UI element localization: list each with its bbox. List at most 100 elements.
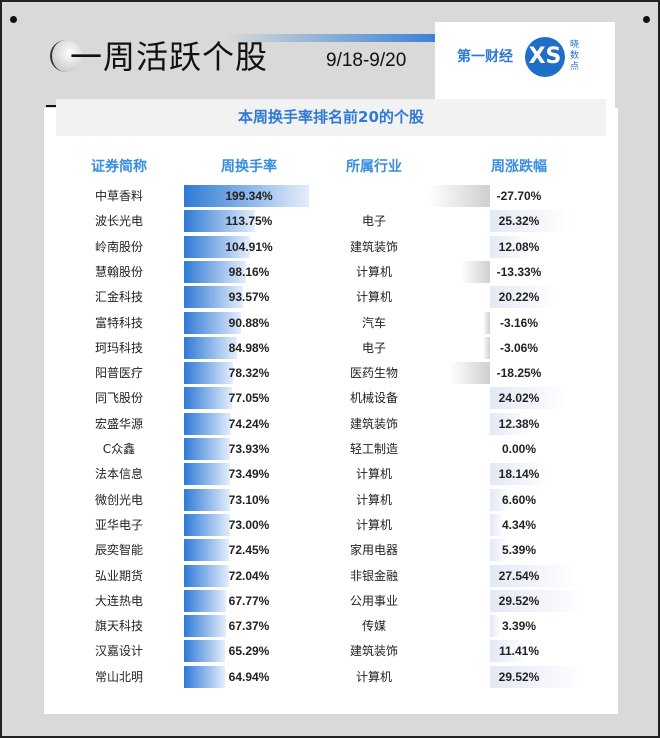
industry: 建筑装饰: [349, 416, 398, 431]
stock-name: 亚华电子: [94, 517, 143, 532]
turnover-bar: [184, 589, 227, 612]
change-bar: [449, 362, 490, 385]
stock-name: 汉嘉设计: [94, 644, 143, 659]
turnover-bar: [184, 463, 231, 486]
industry: 公用事业: [349, 593, 398, 608]
table-row: 辰奕智能 72.45% 家用电器 5.39%: [44, 538, 618, 562]
stock-name: 波长光电: [94, 214, 143, 229]
change-bar: [490, 488, 512, 511]
turnover-bar: [184, 387, 233, 410]
turnover-bar: [184, 438, 231, 460]
change-value: 27.54%: [498, 568, 540, 583]
turnover-value: 67.77%: [228, 593, 270, 608]
table-row: 岭南股份 104.91% 建筑装饰 12.08%: [44, 235, 618, 259]
industry: 轻工制造: [349, 442, 398, 456]
turnover-value: 64.94%: [228, 669, 270, 684]
change-bar: [483, 311, 490, 334]
table-row: 同飞股份 77.05% 机械设备 24.02%: [44, 386, 618, 410]
change-value: 20.22%: [498, 290, 540, 305]
turnover-bar: [184, 235, 250, 258]
turnover-bar: [184, 260, 246, 283]
turnover-value: 77.05%: [228, 391, 270, 406]
change-bar: [483, 336, 490, 359]
change-value: 24.02%: [498, 391, 540, 406]
stock-name: 阳普医疗: [94, 366, 143, 381]
change-value: 6.60%: [501, 492, 537, 507]
industry: 电子: [361, 340, 386, 355]
turnover-value: 72.45%: [228, 543, 270, 558]
corner-dot: [10, 16, 17, 23]
turnover-bar: [184, 640, 225, 663]
corner-dot: [643, 16, 650, 23]
table-row: 亚华电子 73.00% 计算机 4.34%: [44, 513, 618, 537]
industry: 计算机: [355, 264, 392, 279]
industry: 非银金融: [349, 568, 398, 583]
industry: 家用电器: [349, 543, 398, 558]
title-accent-bar: [226, 34, 452, 42]
turnover-value: 65.29%: [228, 644, 270, 659]
change-bar: [490, 286, 555, 309]
change-value: -18.25%: [496, 366, 542, 381]
logo: 第一财经 XS 晓数点: [435, 22, 615, 108]
stock-name: C众鑫: [102, 442, 136, 456]
table-row: 富特科技 90.88% 汽车 -3.16%: [44, 311, 618, 335]
change-bar: [490, 589, 585, 612]
industry: 计算机: [355, 492, 392, 507]
change-bar: [429, 185, 490, 207]
turnover-value: 73.00%: [228, 517, 270, 532]
column-header-change: 周涨跌幅: [491, 159, 547, 175]
change-bar: [490, 387, 567, 410]
turnover-bar: [184, 412, 231, 435]
turnover-value: 113.75%: [225, 214, 273, 229]
table-row: 中草香料 199.34% -27.70%: [44, 184, 618, 208]
industry: 计算机: [355, 290, 392, 305]
table-row: 旗天科技 67.37% 传媒 3.39%: [44, 614, 618, 638]
change-bar: [490, 210, 572, 233]
change-value: 11.41%: [498, 644, 540, 659]
turnover-bar: [184, 615, 227, 638]
turnover-value: 72.04%: [228, 568, 270, 583]
turnover-value: 78.32%: [228, 366, 270, 381]
change-bar: [490, 615, 501, 638]
industry: [319, 184, 429, 208]
logo-side-text: 晓数点: [570, 40, 580, 72]
change-value: 3.39%: [501, 619, 537, 634]
date-range: 9/18-9/20: [326, 50, 407, 71]
industry: 汽车: [361, 315, 386, 330]
stock-name: 同飞股份: [94, 391, 143, 406]
stock-name: 弘业期货: [94, 568, 143, 583]
stock-name: 法本信息: [94, 467, 143, 482]
turnover-bar: [184, 488, 230, 511]
column-header-turnover: 周换手率: [221, 159, 277, 175]
turnover-bar: [184, 336, 238, 359]
table-row: 慧翰股份 98.16% 计算机 -13.33%: [44, 260, 618, 284]
change-value: -13.33%: [496, 264, 542, 279]
table-row: 汇金科技 93.57% 计算机 20.22%: [44, 285, 618, 309]
change-value: -27.70%: [496, 189, 542, 203]
change-bar: [490, 640, 527, 663]
column-header-industry: 所属行业: [346, 159, 402, 175]
turnover-bar: [184, 539, 230, 562]
stock-name: 汇金科技: [94, 290, 143, 305]
table-row: 微创光电 73.10% 计算机 6.60%: [44, 488, 618, 512]
turnover-value: 73.93%: [228, 442, 270, 456]
table-row: 阳普医疗 78.32% 医药生物 -18.25%: [44, 361, 618, 385]
turnover-value: 90.88%: [228, 315, 270, 330]
change-value: -3.06%: [499, 340, 539, 355]
change-bar: [490, 564, 579, 587]
table-row: 汉嘉设计 65.29% 建筑装饰 11.41%: [44, 639, 618, 663]
stock-name: 岭南股份: [94, 239, 143, 254]
stock-name: 辰奕智能: [94, 543, 143, 558]
industry: 传媒: [361, 619, 386, 634]
turnover-value: 74.24%: [228, 416, 270, 431]
change-value: 0.00%: [501, 442, 537, 456]
industry: 电子: [361, 214, 386, 229]
change-bar: [490, 235, 529, 258]
turnover-bar: [184, 286, 243, 309]
change-bar: [490, 665, 585, 688]
turnover-value: 104.91%: [225, 239, 273, 254]
change-value: -3.16%: [499, 315, 539, 330]
industry: 建筑装饰: [349, 239, 398, 254]
industry: 计算机: [355, 669, 392, 684]
turnover-bar: [184, 311, 241, 334]
